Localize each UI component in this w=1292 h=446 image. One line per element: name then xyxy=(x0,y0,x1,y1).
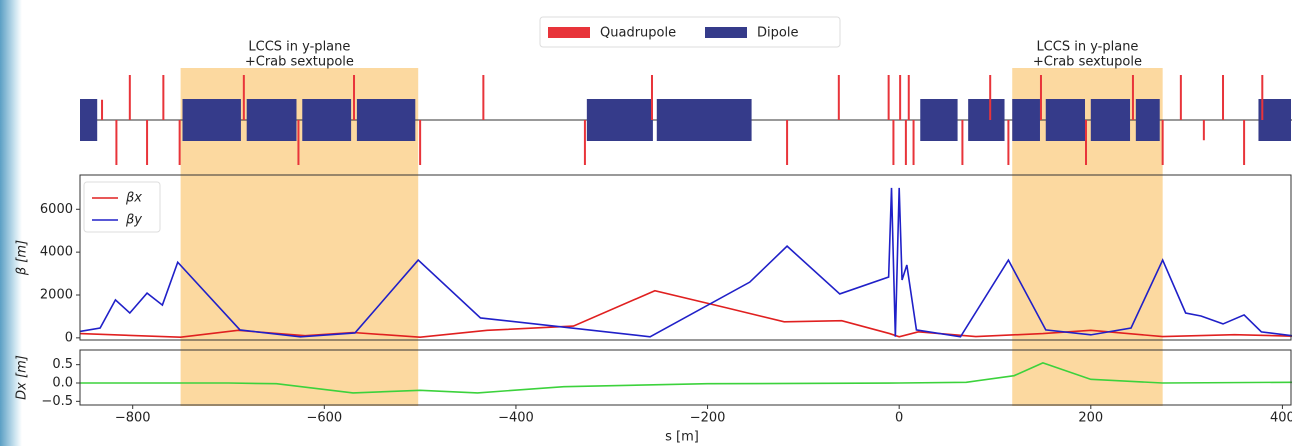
quadrupole xyxy=(242,75,245,120)
quadrupole xyxy=(482,75,485,120)
legend-swatch xyxy=(705,27,747,38)
quadrupole xyxy=(1007,120,1010,165)
quadrupole xyxy=(1161,120,1164,165)
y-tick-label: 4000 xyxy=(40,245,73,260)
region-label: LCCS in y-plane xyxy=(248,40,350,55)
legend-label: Dipole xyxy=(757,26,798,41)
quadrupole xyxy=(101,99,104,120)
quadrupole xyxy=(899,75,902,120)
dipole xyxy=(1090,99,1131,141)
y-tick-label: 0.0 xyxy=(52,376,73,391)
quadrupole xyxy=(419,120,422,165)
y-tick-label: 6000 xyxy=(40,202,73,217)
plot-frame xyxy=(79,174,1292,341)
dipole xyxy=(1258,99,1291,141)
quadrupole xyxy=(1085,120,1088,165)
dipole xyxy=(1135,99,1160,141)
legend-label: βy xyxy=(125,213,142,228)
quadrupole xyxy=(353,75,356,120)
dipole xyxy=(920,99,958,141)
x-tick-label: −200 xyxy=(690,411,726,426)
y-tick-label: 0 xyxy=(65,330,73,345)
quadrupole xyxy=(297,120,300,165)
y-tick-label: −0.5 xyxy=(41,394,73,409)
region-label: +Crab sextupole xyxy=(245,55,354,70)
x-tick-label: −400 xyxy=(498,411,534,426)
quadrupole xyxy=(583,120,586,165)
dipole xyxy=(80,99,98,141)
line xyxy=(79,187,1292,338)
x-axis-label: s [m] xyxy=(665,430,699,445)
y-tick-label: 0.5 xyxy=(52,357,73,372)
side-strip xyxy=(0,0,22,446)
quadrupole xyxy=(837,75,840,120)
dipole xyxy=(246,99,297,141)
dipole xyxy=(1045,99,1086,141)
quadrupole xyxy=(961,120,964,165)
x-tick-label: −600 xyxy=(306,411,342,426)
quadrupole xyxy=(892,120,895,165)
quadrupole xyxy=(128,75,131,120)
dipole xyxy=(356,99,416,141)
x-tick-label: 400 xyxy=(1270,411,1292,426)
dipole xyxy=(656,99,752,141)
dipole xyxy=(302,99,352,141)
y-axis-label: β [m] xyxy=(15,240,30,276)
quadrupole xyxy=(1222,75,1225,120)
legend-box xyxy=(539,16,841,48)
quadrupole xyxy=(1261,75,1264,120)
quadrupole xyxy=(1243,120,1246,165)
quadrupole xyxy=(1202,120,1205,141)
x-tick-label: 200 xyxy=(1078,411,1103,426)
legend-label: βx xyxy=(125,191,142,206)
quadrupole xyxy=(1131,75,1134,120)
dipole xyxy=(182,99,241,141)
quadrupole xyxy=(887,75,890,120)
legend-box xyxy=(83,181,161,233)
quadrupole xyxy=(907,75,910,120)
quadrupole xyxy=(115,120,118,165)
quadrupole xyxy=(650,75,653,120)
quadrupole xyxy=(904,120,907,165)
quadrupole xyxy=(146,120,149,165)
quadrupole xyxy=(1179,75,1182,120)
legend-swatch xyxy=(548,27,590,38)
dipole xyxy=(968,99,1005,141)
region-label: +Crab sextupole xyxy=(1033,55,1142,70)
quadrupole xyxy=(912,120,915,165)
y-tick-label: 2000 xyxy=(40,288,73,303)
quadrupole xyxy=(1039,75,1042,120)
region-label: LCCS in y-plane xyxy=(1036,40,1138,55)
legend-label: Quadrupole xyxy=(600,26,676,41)
y-axis-label: Dx [m] xyxy=(15,355,30,400)
dipole xyxy=(586,99,653,141)
dipole xyxy=(1012,99,1040,141)
plot-frame xyxy=(79,349,1292,406)
quadrupole xyxy=(178,120,181,165)
x-tick-label: 0 xyxy=(895,411,903,426)
quadrupole xyxy=(786,120,789,165)
x-tick-label: −800 xyxy=(115,411,151,426)
line xyxy=(80,361,1292,394)
quadrupole xyxy=(989,75,992,120)
quadrupole xyxy=(162,75,165,120)
